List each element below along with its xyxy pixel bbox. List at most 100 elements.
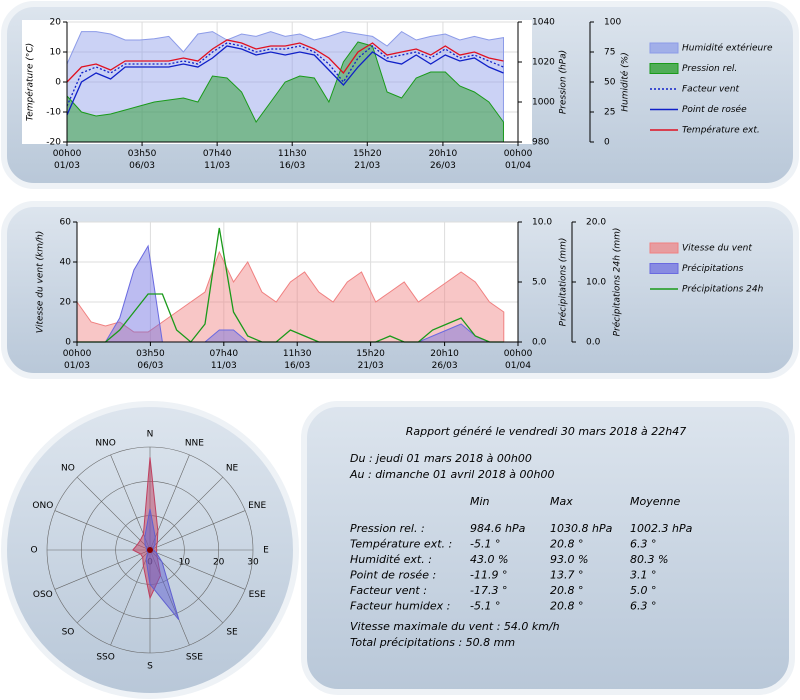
report-text: Facteur humidex : [350, 600, 450, 613]
y-tick-label: 40 [60, 258, 72, 268]
report-text: Au : dimanche 01 avril 2018 à 00h00 [349, 468, 555, 481]
category-label: O [30, 546, 37, 556]
legend-swatch [649, 242, 679, 254]
legend-label: Précipitations [682, 263, 744, 274]
x-tick-label: 20h10 26/03 [428, 149, 458, 171]
report-text: 20.8 ° [550, 538, 584, 551]
y-tick-label: 75 [604, 48, 615, 58]
category-label: ESE [249, 590, 266, 600]
report-text: Point de rosée : [350, 569, 436, 582]
report-text: 43.0 % [470, 553, 508, 566]
line [66, 42, 504, 107]
y-tick-label: 10.0 [532, 218, 552, 228]
axis-label: Température (°C) [25, 43, 36, 121]
report-text: Du : jeudi 01 mars 2018 à 00h00 [350, 452, 532, 465]
legend-label: Précipitations 24h [682, 284, 764, 295]
y-tick-label: 20.0 [586, 218, 606, 228]
x-tick-label: 00h00 01/03 [62, 349, 92, 371]
y-tick-label: 20 [60, 298, 72, 308]
y-tick-label: 0 [65, 338, 71, 348]
category-label: N [147, 430, 154, 440]
x-tick-label: 00h00 01/04 [503, 349, 533, 371]
report-text: 984.6 hPa [470, 522, 526, 535]
category-label: OSO [33, 590, 53, 600]
y-tick-label: 0.0 [532, 338, 547, 348]
axis-label: Pression (hPa) [559, 50, 569, 114]
x-tick-label: 11h30 16/03 [282, 349, 312, 371]
y-tick-label: 100 [604, 18, 621, 28]
report-text: -5.1 ° [470, 600, 500, 613]
report-text: Rapport généré le vendredi 30 mars 2018 … [406, 425, 686, 438]
report-text: Moyenne [630, 495, 680, 508]
axis-label: Vitesse du vent (km/h) [36, 231, 46, 333]
category-label: ENE [248, 501, 266, 511]
legend-swatch [649, 42, 679, 54]
report-text: 6.3 ° [630, 538, 657, 551]
y-tick-label: 980 [532, 138, 549, 148]
y-tick-label: 50 [604, 78, 616, 88]
report-text: Pression rel. : [350, 522, 425, 535]
category-label: NNO [95, 438, 116, 448]
category-label: NE [226, 463, 239, 473]
report-text: 3.1 ° [630, 569, 657, 582]
radar-area [144, 508, 180, 621]
report-text: Humidité ext. : [350, 553, 432, 566]
x-tick-label: 20h10 26/03 [430, 349, 459, 371]
legend-swatch [649, 263, 679, 274]
category-label: SE [226, 628, 238, 638]
legend-label: Point de rosée [682, 104, 747, 115]
category-label: E [263, 546, 269, 556]
category-label: SSE [186, 653, 203, 663]
axis-label: Humidité (%) [620, 52, 631, 111]
x-tick-label: 03h50 06/03 [127, 149, 157, 171]
y-tick-label: 20 [50, 18, 62, 28]
spoke [149, 510, 246, 551]
legend-label: Facteur vent [682, 85, 740, 95]
category-label: SO [62, 628, 75, 638]
r-tick-label: 30 [247, 558, 259, 568]
report-text: 93.0 % [550, 553, 588, 566]
area [76, 250, 505, 343]
line [77, 227, 504, 343]
category-label: SSO [96, 653, 115, 663]
report-text: 80.3 % [630, 553, 668, 566]
y-tick-label: 1020 [532, 58, 555, 68]
legend-label: Vitesse du vent [682, 244, 752, 254]
report-text: -17.3 ° [470, 584, 507, 597]
line [66, 45, 504, 116]
x-tick-label: 03h50 06/03 [136, 349, 165, 371]
spoke [54, 510, 151, 551]
legend-label: Pression rel. [682, 64, 737, 74]
report-text: Max [550, 495, 573, 508]
report-text: Vitesse maximale du vent : 54.0 km/h [350, 620, 560, 633]
y-tick-label: 25 [604, 108, 615, 118]
report-text: 20.8 ° [550, 584, 584, 597]
x-tick-label: 00h00 01/03 [52, 149, 82, 171]
spoke [149, 549, 246, 590]
x-tick-label: 07h40 11/03 [209, 349, 239, 371]
spoke [76, 549, 151, 624]
center [147, 547, 153, 553]
legend-label: Humidité extérieure [682, 43, 773, 54]
category-label: NNE [185, 438, 204, 448]
spoke [76, 476, 151, 551]
x-tick-label: 11h30 16/03 [277, 149, 307, 171]
report-text: Total précipitations : 50.8 mm [350, 636, 515, 649]
y-tick-label: 10.0 [586, 278, 606, 288]
report-text: Min [470, 495, 490, 508]
y-tick-label: -10 [46, 108, 61, 118]
y-tick-label: 0 [55, 78, 61, 88]
legend-label: Température ext. [682, 125, 760, 136]
y-tick-label: 1040 [532, 18, 555, 28]
panel [301, 401, 795, 695]
y-tick-label: -20 [46, 138, 61, 148]
report-text: Température ext. : [350, 538, 452, 551]
y-tick-label: 60 [60, 218, 72, 228]
report-text: -11.9 ° [470, 569, 507, 582]
x-tick-label: 07h40 11/03 [202, 149, 232, 171]
category-label: NO [61, 463, 75, 473]
spoke [54, 549, 151, 590]
r-tick-label: 10 [179, 558, 191, 568]
